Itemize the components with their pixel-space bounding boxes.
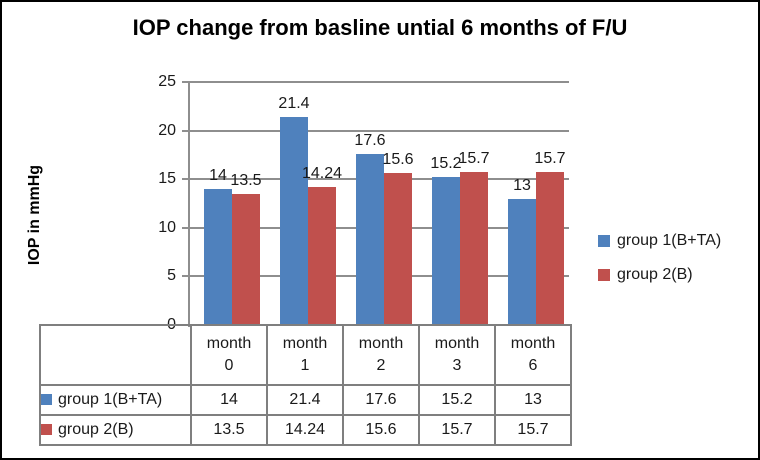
table-value-cell: 15.6: [342, 414, 420, 446]
table-value-cell: 13: [494, 384, 572, 416]
data-table: month 0 month 1 month 2 month 3 month 6 group 1(B+…: [39, 324, 572, 446]
category-header-cell: month 2: [342, 324, 420, 386]
legend-item-series1: group 1(B+TA): [598, 232, 721, 250]
table-value-cell: 14: [190, 384, 268, 416]
bar-label-group 1(B+TA)-month 2: 17.6: [354, 132, 386, 149]
legend-label-series1: group 1(B+TA): [617, 232, 722, 249]
bar-group 1(B+TA)-month 1: [280, 117, 308, 325]
bar-group 2(B)-month 6: [536, 172, 564, 325]
y-axis-title: IOP in mmHg: [26, 164, 43, 266]
y-tick-mark: [182, 275, 189, 277]
bar-group 1(B+TA)-month 2: [356, 154, 384, 325]
bar-label-group 2(B)-month 6: 15.7: [534, 150, 566, 167]
bar-label-group 2(B)-month 3: 15.7: [458, 150, 490, 167]
row-header-cell: group 1(B+TA): [39, 384, 192, 416]
gridline: [189, 130, 569, 132]
legend: group 1(B+TA) group 2(B): [598, 232, 721, 300]
legend-label-series2: group 2(B): [617, 266, 693, 283]
bar-label-group 1(B+TA)-month 0: 14: [209, 167, 227, 184]
table-key-icon: [42, 394, 52, 405]
bar-label-group 1(B+TA)-month 3: 15.2: [430, 155, 462, 172]
y-tick-label: 5: [167, 267, 176, 284]
bar-label-group 1(B+TA)-month 1: 21.4: [278, 95, 310, 112]
row-header-cell: group 2(B): [39, 414, 192, 446]
category-header-cell: month 1: [266, 324, 344, 386]
y-tick-mark: [182, 178, 189, 180]
bar-group 1(B+TA)-month 3: [432, 177, 460, 325]
category-header-cell: month 0: [190, 324, 268, 386]
bar-label-group 1(B+TA)-month 6: 13: [513, 177, 531, 194]
table-key-icon: [42, 424, 52, 435]
y-tick-label: 10: [158, 219, 176, 236]
bar-label-group 2(B)-month 2: 15.6: [382, 151, 414, 168]
y-tick-label: 20: [158, 122, 176, 139]
y-tick-mark: [182, 227, 189, 229]
table-value-cell: 13.5: [190, 414, 268, 446]
legend-swatch-series1-icon: [598, 235, 610, 247]
chart-title: IOP change from basline untial 6 months …: [132, 15, 628, 40]
table-row: group 1(B+TA) 14 21.4 17.6 15.2 13: [39, 384, 572, 416]
bar-label-group 2(B)-month 1: 14.24: [301, 165, 343, 182]
table-value-cell: 15.2: [418, 384, 496, 416]
bar-group 2(B)-month 1: [308, 187, 336, 325]
table-value-cell: 17.6: [342, 384, 420, 416]
table-value-cell: 15.7: [418, 414, 496, 446]
bar-label-group 2(B)-month 0: 13.5: [230, 172, 262, 189]
table-value-cell: 21.4: [266, 384, 344, 416]
table-row: group 2(B) 13.5 14.24 15.6 15.7 15.7: [39, 414, 572, 446]
legend-swatch-series2-icon: [598, 269, 610, 281]
table-value-cell: 15.7: [494, 414, 572, 446]
table-value-cell: 14.24: [266, 414, 344, 446]
bar-group 2(B)-month 3: [460, 172, 488, 325]
bar-group 1(B+TA)-month 6: [508, 199, 536, 325]
y-axis-line: [188, 82, 190, 327]
category-header-cell: month 6: [494, 324, 572, 386]
bar-group 2(B)-month 0: [232, 194, 260, 325]
legend-item-series2: group 2(B): [598, 266, 721, 284]
y-tick-mark: [182, 130, 189, 132]
table-corner-empty: [39, 324, 192, 386]
bar-group 2(B)-month 2: [384, 173, 412, 325]
y-tick-mark: [182, 81, 189, 83]
gridline: [189, 81, 569, 83]
bar-group 1(B+TA)-month 0: [204, 189, 232, 325]
y-tick-label: 25: [158, 73, 176, 90]
category-header-cell: month 3: [418, 324, 496, 386]
y-tick-label: 15: [158, 170, 176, 187]
